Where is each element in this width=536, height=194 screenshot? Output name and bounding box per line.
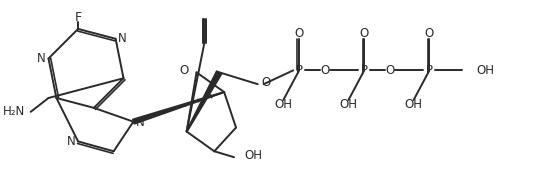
Text: OH: OH: [405, 98, 422, 111]
Polygon shape: [132, 92, 224, 124]
Text: OH: OH: [339, 98, 358, 111]
Text: P: P: [361, 64, 368, 77]
Text: H₂N: H₂N: [3, 105, 25, 118]
Text: OH: OH: [244, 149, 262, 162]
Text: O: O: [360, 27, 369, 40]
Text: OH: OH: [274, 98, 292, 111]
Text: O: O: [385, 64, 394, 77]
Text: P: P: [296, 64, 303, 77]
Text: N: N: [37, 52, 46, 65]
Polygon shape: [186, 71, 222, 132]
Text: N: N: [136, 116, 145, 129]
Text: O: O: [425, 27, 434, 40]
Text: O: O: [320, 64, 330, 77]
Text: F: F: [75, 10, 81, 23]
Text: O: O: [294, 27, 304, 40]
Text: OH: OH: [477, 64, 495, 77]
Text: N: N: [118, 32, 127, 45]
Text: P: P: [426, 64, 433, 77]
Text: N: N: [67, 135, 76, 148]
Text: O: O: [262, 76, 271, 89]
Text: O: O: [180, 64, 189, 77]
